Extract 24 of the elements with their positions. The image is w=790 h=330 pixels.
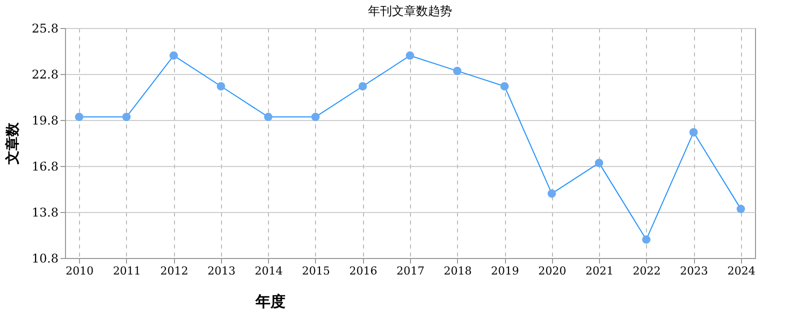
x-tick-label: 2017 <box>396 264 424 278</box>
x-tick-label: 2012 <box>160 264 188 278</box>
x-tick-label: 2013 <box>207 264 236 278</box>
x-tick-label: 2019 <box>491 264 520 278</box>
y-tick-label: 10.8 <box>32 252 58 266</box>
x-axis-title: 年度 <box>254 292 286 310</box>
x-tick-label: 2022 <box>632 264 661 278</box>
y-tick-label: 25.8 <box>32 22 58 36</box>
x-tick-label: 2011 <box>112 264 141 278</box>
x-tick-label: 2023 <box>680 264 708 278</box>
y-tick-label: 16.8 <box>32 160 58 174</box>
x-tick-label: 2021 <box>586 264 614 278</box>
x-tick-label: 2016 <box>349 264 378 278</box>
y-tick-label: 13.8 <box>32 206 58 220</box>
y-tick-label: 19.8 <box>32 114 58 128</box>
chart-title: 年刊文章数趋势 <box>368 4 452 18</box>
x-tick-label: 2020 <box>538 264 566 278</box>
x-tick-label: 2014 <box>254 264 283 278</box>
x-tick-label: 2024 <box>727 264 756 278</box>
x-tick-label: 2010 <box>66 264 94 278</box>
y-tick-label: 22.8 <box>32 68 58 82</box>
y-axis-title: 文章数 <box>4 122 21 166</box>
x-tick-label: 2018 <box>444 264 472 278</box>
x-tick-label: 2015 <box>302 264 330 278</box>
